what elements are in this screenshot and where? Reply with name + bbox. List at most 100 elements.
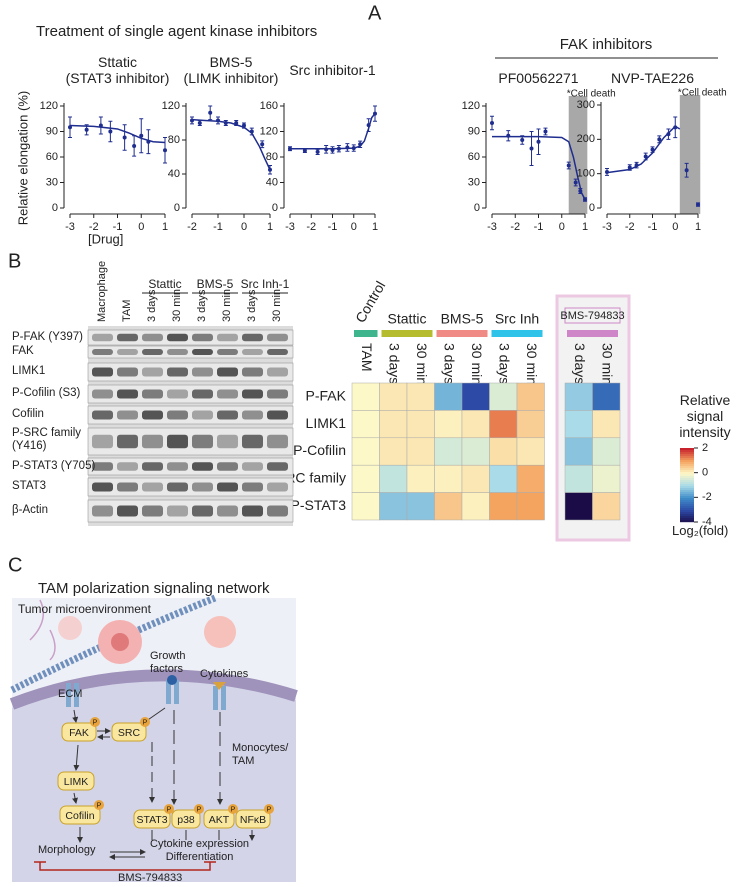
blot-band <box>92 505 113 517</box>
colorbar-slice <box>680 464 694 467</box>
y-axis-label: Relative elongation (%) <box>15 91 30 225</box>
y-tick-label: 300 <box>577 99 595 111</box>
data-point <box>139 133 144 138</box>
data-point <box>223 121 228 125</box>
blot-band <box>242 505 263 517</box>
blot-band <box>92 462 113 471</box>
colorbar-slice <box>680 512 694 515</box>
diagram-label: BMS-794833 <box>118 872 183 884</box>
data-point <box>315 149 320 154</box>
heatmap-cell <box>592 382 621 411</box>
y-tick-label: 0 <box>589 202 595 214</box>
data-point <box>122 135 127 140</box>
chart-title: Sttatic (STAT3 inhibitor) <box>65 54 170 87</box>
y-tick-label: 120 <box>462 100 480 112</box>
colorbar-slice <box>680 450 694 453</box>
heatmap-cell <box>351 410 380 439</box>
group-label: Stattic <box>388 311 427 327</box>
blot-band <box>167 462 188 471</box>
blot-band <box>192 410 213 420</box>
data-point <box>288 146 292 151</box>
colorbar-slice <box>680 500 694 503</box>
blot-band <box>92 367 113 377</box>
heatmap-cell <box>592 464 621 493</box>
blot-band <box>267 367 288 377</box>
phospho-badge <box>228 804 238 814</box>
node <box>171 809 201 829</box>
x-tick-label: -1 <box>534 221 544 233</box>
blot-band <box>217 462 238 471</box>
x-tick-label: -1 <box>328 221 338 233</box>
blot-strip <box>87 499 294 523</box>
blot-band <box>167 505 188 517</box>
blot-band <box>217 349 238 355</box>
diagram-label: Morphology <box>38 844 96 856</box>
column-label: 30 min <box>524 343 540 385</box>
y-tick-label: 0 <box>52 202 58 214</box>
blot-strip <box>87 362 294 382</box>
y-tick-label: 60 <box>468 151 480 163</box>
heatmap-cell <box>461 464 490 493</box>
heatmap-cell <box>564 492 593 521</box>
blot-band <box>167 389 188 399</box>
data-point <box>566 163 571 168</box>
node <box>203 809 235 829</box>
node <box>61 722 97 742</box>
data-point <box>583 197 587 202</box>
data-point <box>108 129 113 134</box>
y-tick-label: 120 <box>40 100 58 112</box>
blot-strip <box>87 384 294 404</box>
colorbar-slice <box>680 484 694 487</box>
heatmap-cell <box>379 492 408 521</box>
blot-band <box>217 367 238 377</box>
blot-band <box>217 482 238 492</box>
blot-band <box>142 349 163 355</box>
blot-band <box>217 434 238 449</box>
heatmap-cell <box>461 492 490 521</box>
column-label: 3 days <box>572 343 588 384</box>
lane-label: Macrophage <box>96 261 108 322</box>
blot-band <box>192 367 213 377</box>
data-point <box>324 147 329 152</box>
colorbar-title: Relative signal intensity <box>679 392 731 441</box>
blot-band <box>117 410 138 420</box>
data-point <box>578 189 583 193</box>
data-point <box>373 111 377 116</box>
colorbar-slice <box>680 514 694 517</box>
blot-band <box>242 482 263 492</box>
colorbar-slice <box>680 518 694 521</box>
blot-band <box>217 505 238 517</box>
blot-band <box>92 434 113 449</box>
fit-curve <box>69 124 166 144</box>
panel-title: Treatment of single agent kinase inhibit… <box>36 23 317 40</box>
y-tick-label: 100 <box>577 168 595 180</box>
x-tick-label: -2 <box>625 221 635 233</box>
blot-band <box>267 482 288 492</box>
blot-band <box>267 434 288 449</box>
blot-row-label: LIMK1 <box>12 365 46 377</box>
data-point <box>234 121 239 125</box>
node <box>57 771 95 791</box>
lane-label: 30 min <box>221 289 233 322</box>
blot-band <box>142 410 163 420</box>
colorbar-slice <box>680 508 694 511</box>
blot-row-label: β-Actin <box>12 504 49 516</box>
blot-band <box>242 333 263 342</box>
fit-curve <box>290 113 376 150</box>
heatmap-cell <box>351 464 380 493</box>
node-label: STAT3 <box>136 814 167 826</box>
data-point <box>650 147 655 152</box>
heatmap-cell <box>434 437 463 466</box>
blot-band <box>267 505 288 517</box>
blot-band <box>167 482 188 492</box>
colorbar-slice <box>680 482 694 485</box>
y-tick-label: 60 <box>46 151 58 163</box>
x-tick-label: 1 <box>695 221 701 233</box>
heatmap-cell <box>434 410 463 439</box>
data-point <box>657 137 662 142</box>
lane-group-label: BMS-5 <box>197 277 234 291</box>
node <box>111 722 147 742</box>
colorbar-slice <box>680 520 694 523</box>
y-tick-label: 120 <box>162 100 180 112</box>
